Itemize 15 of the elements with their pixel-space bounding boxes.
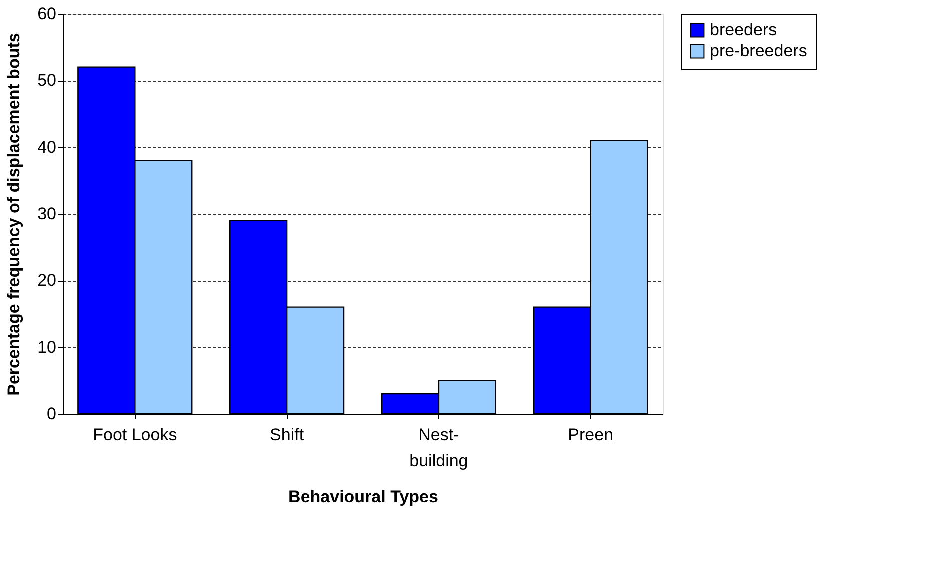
legend-label: breeders: [710, 20, 778, 40]
y-tick-label: 60: [38, 4, 56, 24]
x-tick-label: Shift: [270, 426, 304, 444]
y-tick-label: 10: [38, 338, 56, 357]
x-tick-label: Preen: [568, 426, 614, 444]
x-tick-label: Nest-building: [410, 426, 468, 470]
legend-label: pre-breeders: [710, 42, 808, 60]
y-axis-title: Percentage frequency of displacement bouts: [4, 33, 24, 396]
y-tick-label: 0: [47, 404, 56, 424]
x-tick-label: Foot Looks: [93, 426, 178, 444]
y-tick-label: 20: [38, 271, 56, 290]
y-tick-label: 50: [38, 71, 56, 90]
x-axis-title: Behavioural Types: [288, 488, 438, 506]
y-tick-label: 30: [38, 204, 56, 224]
y-tick-label: 40: [38, 138, 56, 157]
